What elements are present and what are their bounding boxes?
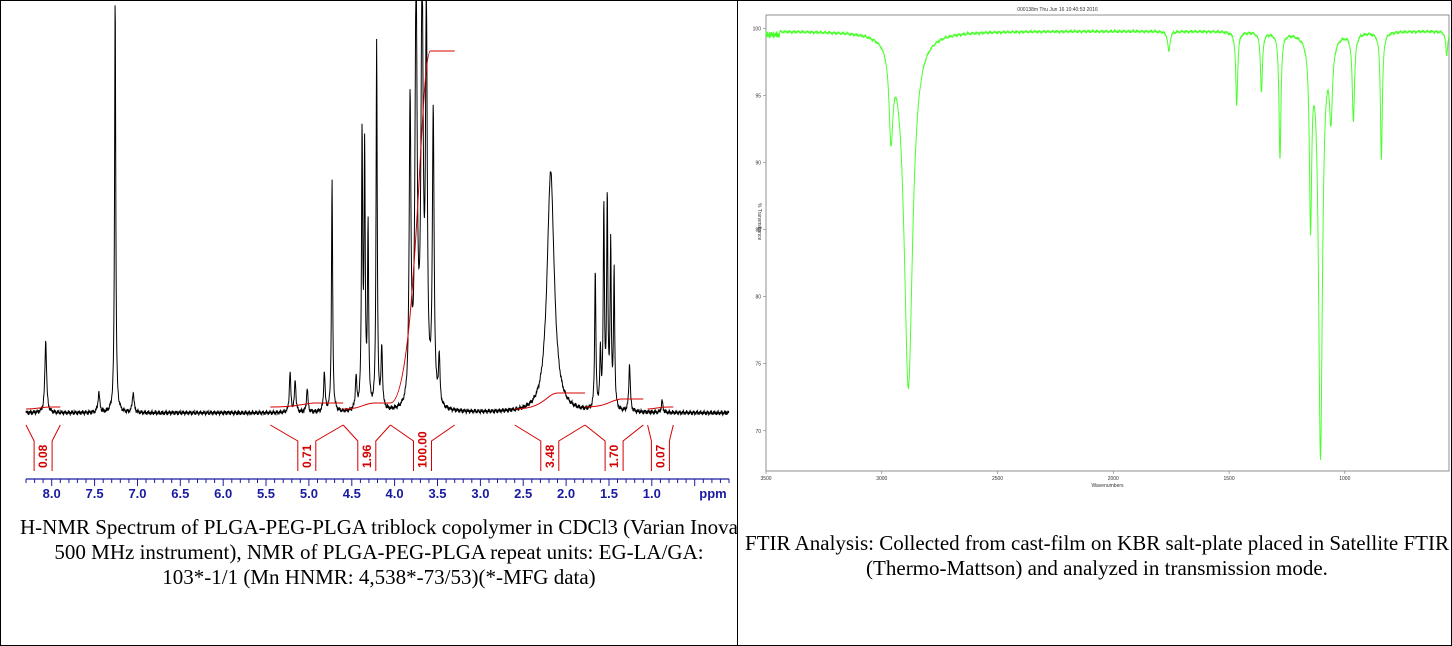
nmr-x-tick-label: 4.5 [343,486,361,501]
ftir-x-axis-label: Wavenumbers [1091,483,1124,489]
nmr-integral-label: 0.71 [300,444,314,468]
nmr-x-tick-label: 1.0 [643,486,661,501]
nmr-integral-bracket [270,424,344,471]
ftir-cell: 000138m Thu Jun 16 10:40:53 2016 3500 3000… [738,1,1451,645]
ftir-y-tick-label: 100 [753,26,762,32]
ftir-y-tick-label: 95 [755,93,761,99]
nmr-integral-label: 1.70 [607,444,621,468]
nmr-chart: 0.08 0.71 1.96 100.00 3.48 1.70 0.07 8.0 7.5 7.0 6… [25,0,730,501]
ftir-y-tick-label: 70 [755,429,761,435]
ftir-chart: 000138m Thu Jun 16 10:40:53 2016 3500 3000… [753,7,1450,489]
nmr-x-tick-label: 3.0 [471,486,489,501]
ftir-x-tick-label: 3000 [876,476,887,482]
nmr-x-tick-label: 5.0 [300,486,318,501]
ftir-y-tick-label: 80 [755,295,761,301]
nmr-x-tick-label: 2.0 [557,486,575,501]
nmr-x-tick-label: 6.5 [171,486,189,501]
nmr-cell: 0.08 0.71 1.96 100.00 3.48 1.70 0.07 8.0 7.5 7.0 6… [1,0,738,645]
nmr-integral-label: 0.07 [653,444,667,468]
nmr-integral-label: 0.08 [36,444,50,468]
nmr-x-tick-label: 2.5 [514,486,532,501]
nmr-x-tick-label: 1.5 [600,486,618,501]
ftir-x-tick-label: 2500 [992,476,1003,482]
nmr-integral-curve [25,406,61,410]
nmr-spectrum-trace [25,0,730,417]
nmr-integral-label: 1.96 [360,444,374,468]
nmr-integral-curve [270,402,344,408]
ftir-y-tick-label: 85 [755,228,761,234]
nmr-integral-bracket [390,424,455,471]
nmr-x-tick-label: 6.0 [214,486,232,501]
ftir-spectrum-trace [765,28,1450,460]
nmr-integral-label: 3.48 [543,444,557,468]
nmr-integral-curve [514,392,585,410]
nmr-x-tick-label: 3.5 [428,486,446,501]
ftir-plot-frame [765,14,1450,472]
ftir-header-text: 000138m Thu Jun 16 10:40:53 2016 [1017,7,1098,13]
nmr-x-tick-label: 7.5 [86,486,104,501]
ftir-x-tick-label: 1500 [1223,476,1234,482]
nmr-integral-bracket [25,424,61,471]
nmr-integral-bracket [584,424,644,471]
nmr-x-unit-label: ppm [699,486,726,501]
nmr-x-tick-label: 5.5 [257,486,275,501]
ftir-y-tick-label: 90 [755,161,761,167]
nmr-x-tick-label: 8.0 [43,486,61,501]
ftir-y-tick-label: 75 [755,362,761,368]
nmr-integral-curve [584,398,644,408]
ftir-y-axis-label: % Transmittance [756,203,762,240]
nmr-x-tick-label: 7.0 [128,486,146,501]
nmr-integral-bracket [514,424,586,471]
nmr-caption: H-NMR Spectrum of PLGA-PEG-PLGA triblock… [20,515,738,589]
nmr-integral-curve [390,50,455,404]
nmr-integral-label: 100.00 [416,431,430,468]
ftir-x-tick-label: 1000 [1339,476,1350,482]
nmr-integral-curve [343,402,391,410]
nmr-integral-curve [647,406,674,410]
ftir-x-tick-label: 3500 [760,476,771,482]
nmr-integral-bracket [647,424,674,471]
ftir-x-tick-label: 2000 [1108,476,1119,482]
nmr-x-tick-label: 4.0 [386,486,404,501]
ftir-caption: FTIR Analysis: Collected from cast-film … [745,531,1449,580]
nmr-integral-bracket [342,424,391,471]
